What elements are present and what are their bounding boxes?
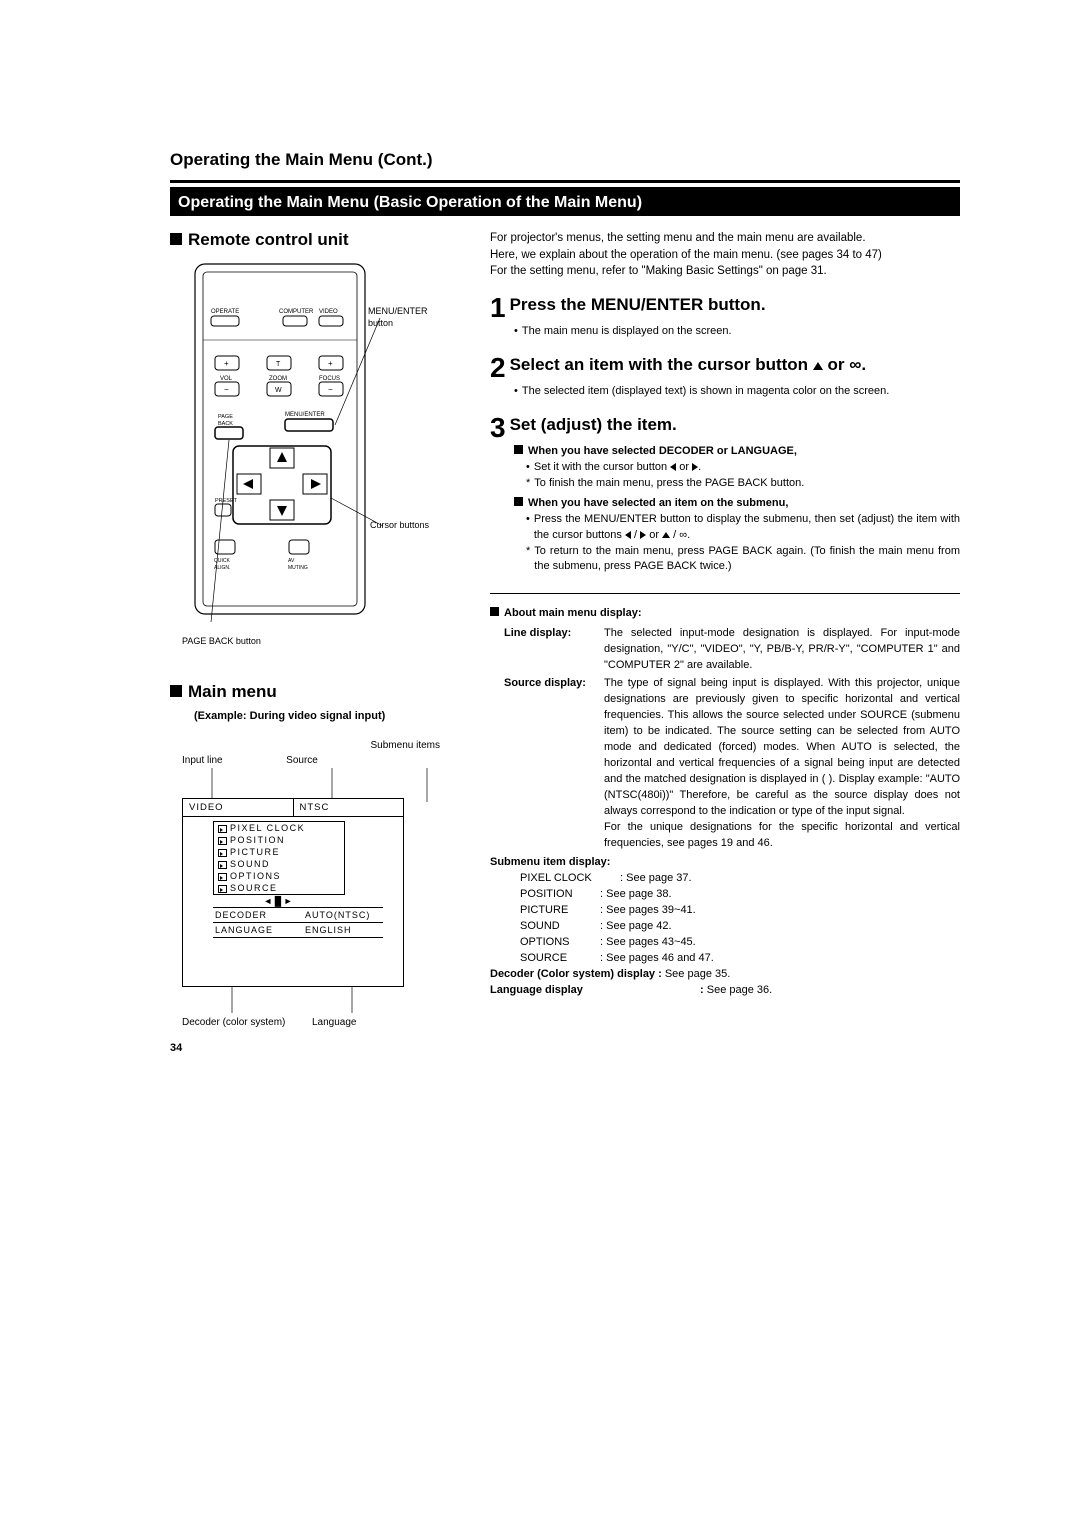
section-bar-title: Operating the Main Menu (Basic Operation… xyxy=(170,187,960,216)
svg-text:VIDEO: VIDEO xyxy=(319,309,338,315)
step-number-3: 3 xyxy=(490,414,506,442)
step3-h2-note: To return to the main menu, press PAGE B… xyxy=(526,544,960,576)
svg-text:BACK: BACK xyxy=(218,421,233,427)
svg-text:PAGE: PAGE xyxy=(218,414,233,420)
step3-h1-note: To finish the main menu, press the PAGE … xyxy=(526,476,960,492)
step-number-1: 1 xyxy=(490,294,506,322)
svg-text:−: − xyxy=(328,385,333,394)
step3-h1: When you have selected DECODER or LANGUA… xyxy=(514,444,960,460)
about-submenu-key: Submenu item display: xyxy=(490,855,960,871)
intro-p1: For projector's menus, the setting menu … xyxy=(490,230,960,247)
label-language: Language xyxy=(312,1017,357,1028)
submenu-disp-row: OPTIONS: See pages 43~45. xyxy=(520,935,960,951)
submenu-disp-row: SOUND: See page 42. xyxy=(520,919,960,935)
main-menu-heading: Main menu xyxy=(170,682,460,702)
about-source-val: The type of signal being input is displa… xyxy=(604,676,960,851)
svg-text:PRESET: PRESET xyxy=(215,498,238,504)
menu-source-cell: NTSC xyxy=(293,799,404,816)
submenu-disp-row: PIXEL CLOCK: See page 37. xyxy=(520,871,960,887)
svg-text:MENU/ENTER: MENU/ENTER xyxy=(285,412,325,418)
callout-page-back: PAGE BACK button xyxy=(182,636,460,646)
label-input-line: Input line xyxy=(182,755,257,766)
submenu-disp-row: PICTURE: See pages 39~41. xyxy=(520,903,960,919)
submenu-disp-row: SOURCE: See pages 46 and 47. xyxy=(520,951,960,967)
svg-text:ZOOM: ZOOM xyxy=(269,376,287,382)
step-title-1: Press the MENU/ENTER button. xyxy=(510,294,960,317)
about-line-val: The selected input-mode designation is d… xyxy=(604,626,960,674)
svg-text:+: + xyxy=(328,359,333,368)
svg-text:MUTING: MUTING xyxy=(288,565,308,571)
intro-p3: For the setting menu, refer to "Making B… xyxy=(490,263,960,280)
step-number-2: 2 xyxy=(490,354,506,382)
svg-text:AV: AV xyxy=(288,558,295,564)
svg-text:+: + xyxy=(224,359,229,368)
page-cont-title: Operating the Main Menu (Cont.) xyxy=(170,150,960,170)
step2-bullet: The selected item (displayed text) is sh… xyxy=(514,384,960,400)
main-menu-example: (Example: During video signal input) xyxy=(194,710,460,722)
about-language-row: Language display : See page 36. xyxy=(490,983,960,999)
step-title-3: Set (adjust) the item. xyxy=(510,414,960,437)
about-decoder-row: Decoder (Color system) display : See pag… xyxy=(490,967,960,983)
page-number: 34 xyxy=(170,1042,960,1054)
label-submenu-items: Submenu items xyxy=(170,740,440,751)
label-decoder: Decoder (color system) xyxy=(182,1017,312,1028)
about-line-key: Line display: xyxy=(504,626,604,674)
submenu-disp-row: POSITION: See page 38. xyxy=(520,887,960,903)
callout-menu-enter: MENU/ENTER button xyxy=(368,306,438,329)
svg-text:VOL: VOL xyxy=(220,376,233,382)
svg-text:FOCUS: FOCUS xyxy=(319,376,340,382)
menu-submenu-list: PIXEL CLOCK POSITION PICTURE SOUND OPTIO… xyxy=(213,821,345,895)
svg-text:COMPUTER: COMPUTER xyxy=(279,309,314,315)
step3-h2: When you have selected an item on the su… xyxy=(514,496,960,512)
svg-text:T: T xyxy=(276,361,281,368)
remote-heading: Remote control unit xyxy=(170,230,460,250)
step1-bullet: The main menu is displayed on the screen… xyxy=(514,324,960,340)
svg-text:W: W xyxy=(275,387,282,394)
step3-h1-bullet: Set it with the cursor button or . xyxy=(526,460,960,476)
label-source: Source xyxy=(257,755,347,766)
svg-text:OPERATE: OPERATE xyxy=(211,309,239,315)
menu-input-cell: VIDEO xyxy=(183,799,293,816)
step-title-2: Select an item with the cursor button or… xyxy=(510,354,960,377)
svg-text:−: − xyxy=(224,385,229,394)
menu-osd-box: VIDEO NTSC PIXEL CLOCK POSITION PICTURE … xyxy=(182,798,404,987)
callout-cursor: Cursor buttons xyxy=(370,520,429,532)
intro-p2: Here, we explain about the operation of … xyxy=(490,247,960,264)
about-source-key: Source display: xyxy=(504,676,604,851)
about-heading: About main menu display: xyxy=(490,606,960,622)
step3-h2-bullet: Press the MENU/ENTER button to display t… xyxy=(526,512,960,544)
